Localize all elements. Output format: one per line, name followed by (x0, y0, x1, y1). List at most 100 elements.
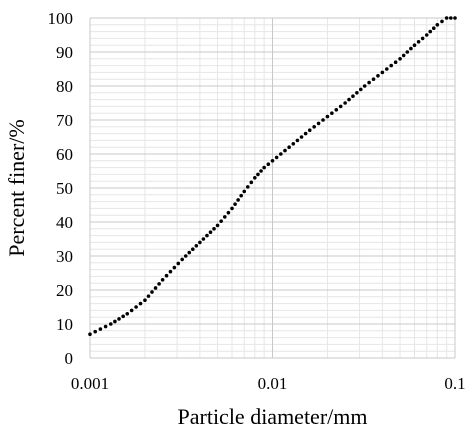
y-tick-label: 60 (56, 145, 73, 164)
data-point (380, 70, 385, 75)
data-point (312, 125, 316, 129)
data-point (321, 118, 325, 122)
data-point (330, 111, 334, 115)
data-point (191, 247, 195, 251)
data-point (266, 162, 271, 166)
data-point (299, 135, 304, 139)
data-point (212, 227, 216, 231)
data-point (201, 237, 206, 241)
data-point (274, 155, 279, 160)
data-point (295, 138, 300, 143)
data-point (117, 317, 121, 321)
data-point (233, 202, 237, 206)
data-point (440, 19, 444, 24)
data-point (129, 308, 134, 313)
data-point (291, 142, 296, 146)
data-point (164, 273, 169, 278)
data-point (125, 312, 130, 316)
data-point (183, 254, 188, 258)
x-tick-label: 0.1 (444, 374, 465, 393)
data-point (208, 230, 213, 234)
y-tick-labels: 0 10 20 30 40 50 60 70 80 90 100 (48, 9, 74, 368)
data-point (416, 40, 421, 44)
data-point (316, 121, 321, 126)
data-point (205, 233, 209, 238)
data-point (389, 63, 394, 68)
data-point (230, 206, 234, 211)
y-tick-label: 100 (48, 9, 74, 28)
data-point (108, 322, 113, 326)
x-axis-title: Particle diameter/mm (178, 404, 368, 429)
y-tick-label: 20 (56, 281, 73, 300)
data-point (259, 169, 263, 173)
data-point (146, 294, 151, 298)
data-point (172, 265, 177, 270)
data-point (215, 223, 220, 228)
data-point (435, 23, 440, 27)
x-tick-label: 0.001 (71, 374, 109, 393)
data-point (160, 278, 165, 282)
data-point (343, 101, 347, 105)
data-point (401, 53, 406, 58)
data-point (157, 282, 161, 286)
data-series (88, 16, 457, 337)
data-point (194, 244, 199, 248)
data-point (405, 50, 410, 54)
data-point (428, 29, 433, 34)
data-point (180, 257, 184, 262)
data-point (222, 215, 227, 219)
data-point (121, 314, 125, 319)
data-point (88, 332, 92, 337)
data-point (362, 84, 367, 88)
data-point (239, 193, 243, 198)
data-point (134, 305, 138, 309)
data-point (98, 327, 103, 331)
y-axis-title: Percent finer/% (4, 119, 29, 256)
data-point (398, 57, 402, 61)
data-point (334, 108, 339, 112)
data-point (262, 165, 266, 170)
data-point (325, 114, 330, 119)
data-point (242, 189, 247, 194)
data-point (168, 269, 173, 274)
data-point (420, 36, 425, 41)
data-point (143, 298, 147, 303)
data-point (245, 185, 250, 189)
data-point (279, 152, 283, 156)
y-tick-label: 90 (56, 43, 73, 62)
data-point (409, 46, 413, 51)
data-point (376, 74, 380, 78)
x-tick-labels: 0.001 0.01 0.1 (71, 374, 466, 393)
data-point (256, 172, 260, 177)
data-point (270, 159, 275, 163)
y-tick-label: 50 (56, 179, 73, 198)
x-tick-label: 0.01 (258, 374, 288, 393)
data-point (444, 16, 449, 20)
y-tick-label: 0 (65, 349, 74, 368)
data-point (150, 290, 154, 294)
data-point (303, 131, 308, 136)
data-point (253, 176, 257, 180)
data-point (249, 180, 254, 185)
y-tick-label: 40 (56, 213, 73, 232)
data-point (385, 67, 389, 71)
y-tick-label: 80 (56, 77, 73, 96)
data-point (347, 97, 351, 102)
data-point (393, 60, 398, 64)
data-point (283, 148, 287, 153)
data-point (138, 301, 143, 306)
data-point (103, 324, 108, 329)
data-point (449, 16, 453, 20)
data-point (412, 43, 417, 47)
data-point (338, 104, 343, 109)
data-point (93, 329, 97, 334)
data-point (371, 77, 376, 81)
data-point (187, 250, 192, 255)
data-point (355, 91, 359, 95)
y-tick-label: 10 (56, 315, 73, 334)
data-point (176, 261, 181, 266)
data-point (153, 286, 158, 290)
data-point (358, 87, 363, 92)
y-tick-label: 30 (56, 247, 73, 266)
